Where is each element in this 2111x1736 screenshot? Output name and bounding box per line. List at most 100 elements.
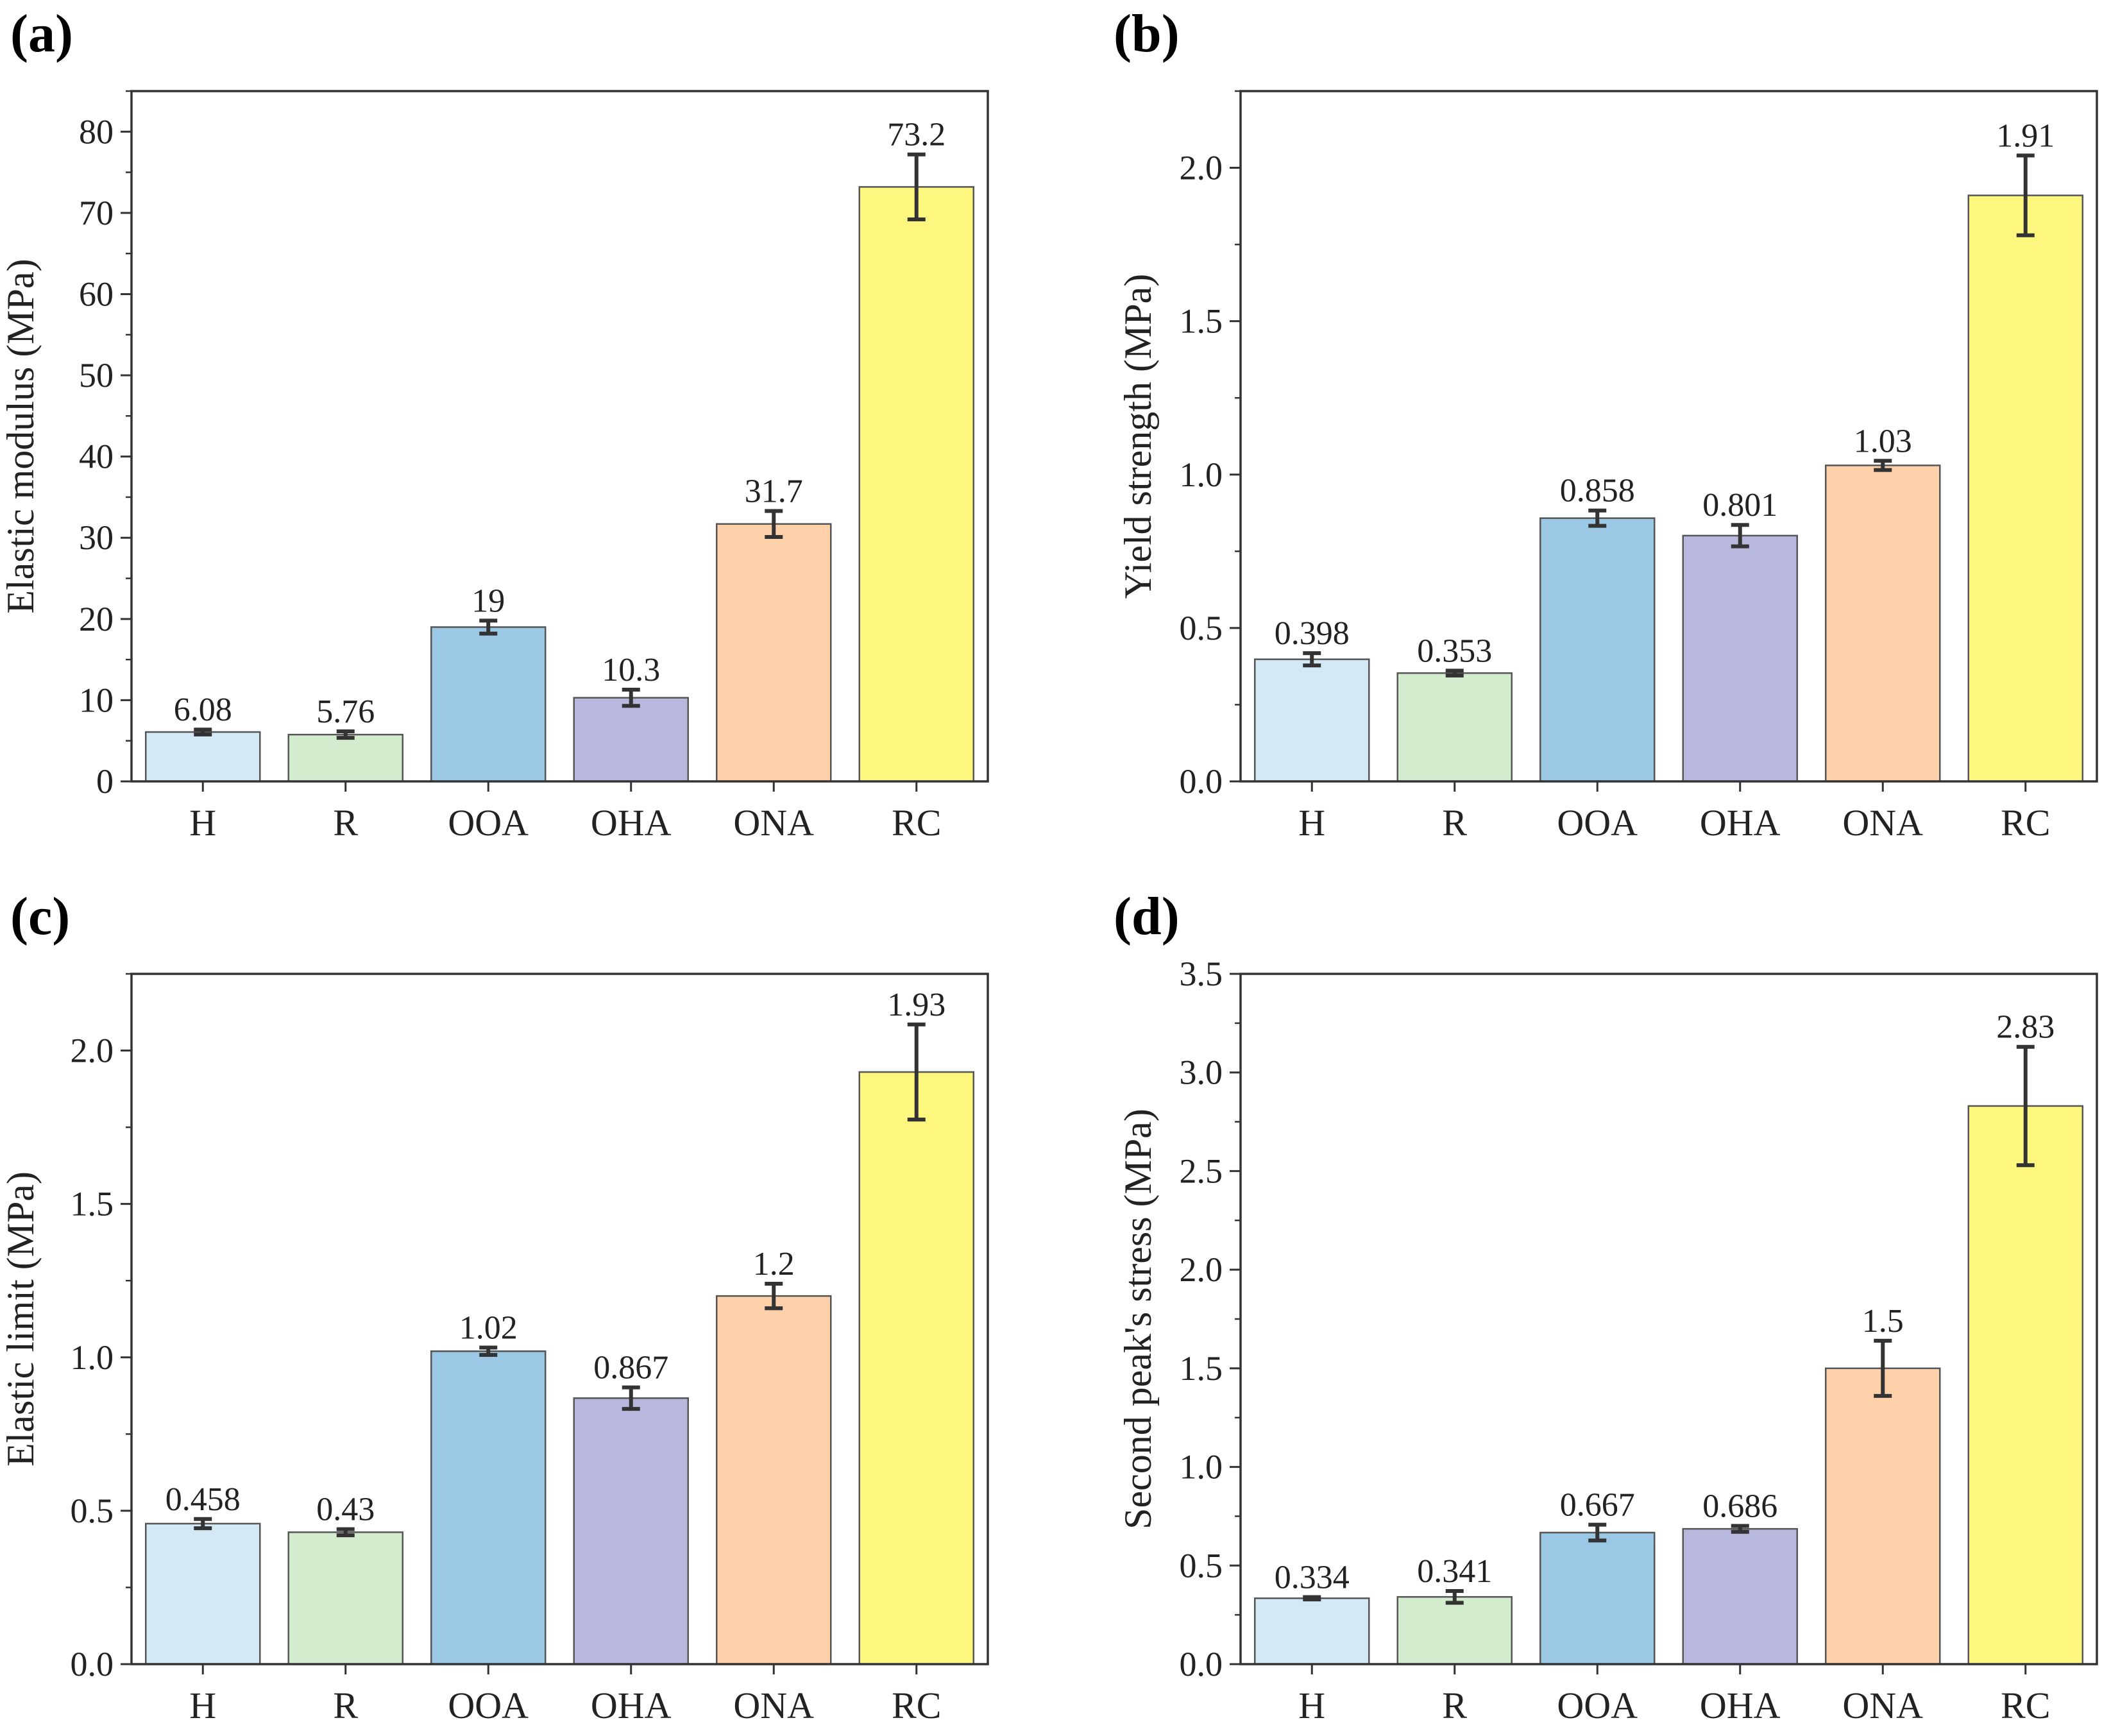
y-axis-title: Second peak's stress (MPa) [1117, 1109, 1159, 1529]
y-tick-label: 2.0 [1180, 149, 1223, 187]
data-label-RC: 1.93 [887, 987, 945, 1023]
y-tick-label: 2.0 [71, 1032, 114, 1070]
error-bar-H [1303, 1595, 1321, 1602]
y-axis-title: Elastic modulus (MPa) [0, 259, 42, 613]
panel-label: (c) [10, 887, 70, 946]
error-bar-ONA [765, 1282, 783, 1311]
bar-RC [858, 186, 974, 783]
bar-OHA [573, 697, 689, 783]
data-label-ONA: 1.2 [753, 1246, 795, 1282]
bar-H [1254, 658, 1370, 783]
data-label-OOA: 0.667 [1560, 1487, 1635, 1524]
x-tick-label-RC: RC [892, 1685, 941, 1726]
bar-OOA [1539, 517, 1656, 783]
x-tick-label-ONA: ONA [1842, 802, 1923, 844]
y-tick-label: 1.5 [1180, 302, 1223, 341]
y-tick-label: 0.5 [1180, 1546, 1223, 1585]
x-tick-label-ONA: ONA [733, 1685, 814, 1726]
x-tick-label-RC: RC [2001, 1685, 2050, 1726]
error-bar-OHA [1731, 523, 1749, 549]
data-label-R: 0.353 [1417, 633, 1492, 669]
data-label-OOA: 1.02 [459, 1309, 518, 1346]
bar-ONA [1825, 464, 1941, 783]
panel-label: (a) [10, 4, 73, 64]
x-tick-label-OHA: OHA [1700, 1685, 1781, 1726]
data-label-OHA: 10.3 [602, 652, 660, 688]
x-tick-label-OHA: OHA [1700, 802, 1781, 844]
error-bar-R [1445, 668, 1464, 678]
data-label-OOA: 0.858 [1560, 473, 1635, 509]
y-tick-label: 0.0 [1180, 1645, 1223, 1683]
bar-H [1254, 1597, 1370, 1665]
error-bar-ONA [1874, 459, 1892, 472]
x-tick-label-R: R [1442, 1685, 1467, 1726]
data-label-R: 0.341 [1417, 1553, 1492, 1590]
y-axis-title: Elastic limit (MPa) [0, 1171, 42, 1467]
data-label-H: 0.458 [165, 1481, 241, 1518]
error-bar-OOA [479, 1345, 498, 1357]
data-label-H: 0.398 [1275, 615, 1350, 652]
bar-OHA [1682, 534, 1798, 783]
data-label-RC: 1.91 [1996, 117, 2055, 154]
bar-OHA [573, 1397, 689, 1665]
bar-RC [1967, 1105, 2083, 1665]
bar-R [287, 733, 403, 783]
bar-H [145, 731, 261, 783]
y-tick-label: 1.0 [1180, 1448, 1223, 1486]
data-label-H: 0.334 [1275, 1559, 1350, 1596]
x-tick-label-R: R [1442, 802, 1467, 844]
y-tick-label: 3.0 [1180, 1053, 1223, 1092]
x-tick-label-R: R [333, 1685, 358, 1726]
chart-panel-b: (b) 0.398 H 0.353 R 0.858 OOA 0.801 OHA 1.03 ONA 1.… [1114, 4, 2098, 844]
bar-R [287, 1531, 403, 1665]
y-tick-label: 10 [79, 681, 114, 719]
error-bar-RC [907, 152, 926, 222]
y-tick-label: 3.5 [1180, 955, 1223, 993]
error-bar-H [194, 1517, 212, 1531]
x-tick-label-RC: RC [2001, 802, 2050, 844]
y-axis-title: Yield strength (MPa) [1117, 274, 1159, 599]
error-bar-OHA [622, 1385, 640, 1411]
x-tick-label-OHA: OHA [591, 1685, 672, 1726]
bar-ONA [716, 1295, 832, 1665]
error-bar-R [336, 1527, 355, 1538]
data-label-H: 6.08 [174, 692, 232, 728]
data-label-OHA: 0.801 [1702, 487, 1777, 523]
data-label-OHA: 0.867 [593, 1350, 668, 1386]
x-tick-label-OOA: OOA [448, 802, 529, 844]
y-tick-label: 50 [79, 356, 114, 395]
x-tick-label-R: R [333, 802, 358, 844]
y-tick-label: 2.0 [1180, 1250, 1223, 1289]
data-label-ONA: 1.5 [1862, 1303, 1904, 1340]
x-tick-label-OHA: OHA [591, 802, 672, 844]
x-tick-label-ONA: ONA [1842, 1685, 1923, 1726]
chart-panel-d: (d) 0.334 H 0.341 R 0.667 OOA 0.686 OHA 1.5 ONA 2.8… [1114, 887, 2098, 1726]
x-tick-label-H: H [1298, 1685, 1325, 1726]
y-tick-label: 80 [79, 112, 114, 151]
error-bar-RC [907, 1022, 926, 1122]
error-bar-H [194, 728, 212, 736]
bar-H [145, 1522, 261, 1665]
error-bar-OOA [1588, 1522, 1607, 1543]
y-tick-label: 20 [79, 600, 114, 638]
y-tick-label: 1.5 [71, 1185, 114, 1223]
error-bar-ONA [765, 509, 783, 539]
x-tick-label-ONA: ONA [733, 802, 814, 844]
y-tick-label: 2.5 [1180, 1152, 1223, 1190]
y-tick-label: 30 [79, 518, 114, 557]
plot-frame [130, 973, 989, 1665]
bar-R [1396, 672, 1513, 783]
y-tick-label: 1.0 [1180, 455, 1223, 494]
plot-frame [1239, 90, 2098, 783]
error-bar-RC [2016, 153, 2035, 237]
error-bar-H [1303, 651, 1321, 668]
error-bar-ONA [1874, 1338, 1892, 1398]
panel-label: (d) [1114, 887, 1180, 946]
y-tick-label: 40 [79, 438, 114, 476]
plot-frame [130, 90, 989, 783]
data-label-ONA: 1.03 [1854, 423, 1912, 459]
x-tick-label-H: H [189, 1685, 216, 1726]
error-bar-OHA [622, 687, 640, 708]
chart-panel-c: (c) 0.458 H 0.43 R 1.02 OOA 0.867 OHA 1.2 ONA 1.93 R… [0, 887, 989, 1726]
data-label-RC: 73.2 [887, 117, 945, 153]
